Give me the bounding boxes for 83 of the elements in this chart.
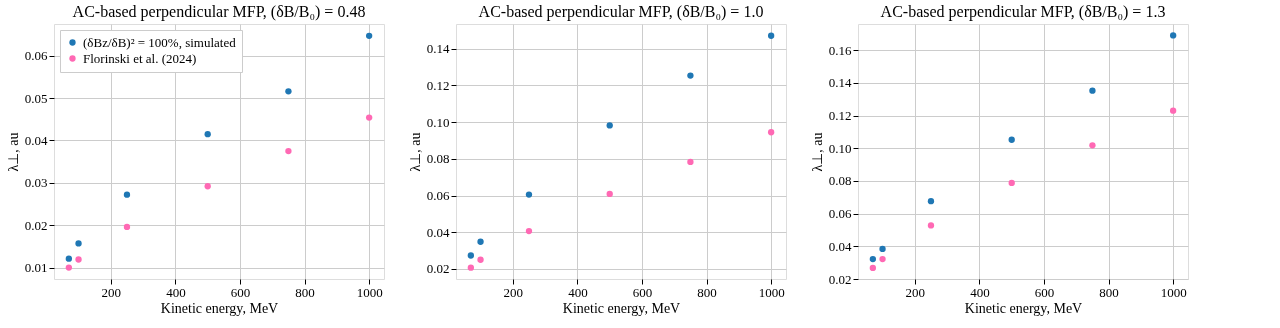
y-tick-label: 0.06 bbox=[828, 206, 852, 222]
x-tick-label: 1000 bbox=[356, 284, 383, 300]
x-tick-label: 600 bbox=[632, 284, 653, 300]
point bbox=[606, 190, 613, 198]
point bbox=[1089, 142, 1096, 149]
point bbox=[365, 32, 373, 40]
point bbox=[879, 255, 886, 263]
x-tick-label: 600 bbox=[230, 284, 251, 300]
point bbox=[767, 32, 775, 39]
point bbox=[204, 183, 211, 190]
point bbox=[687, 158, 694, 166]
point bbox=[477, 256, 484, 263]
point bbox=[477, 238, 484, 245]
chart-title: AC-based perpendicular MFP, (δB/B₀) = 1.3 bbox=[880, 3, 1166, 21]
y-axis-title: λ⊥, au bbox=[407, 132, 423, 172]
point bbox=[204, 130, 211, 138]
point bbox=[767, 129, 775, 136]
point bbox=[879, 245, 886, 253]
y-tick-label: 0.04 bbox=[24, 132, 48, 148]
x-axis-title: Kinetic energy, MeV bbox=[562, 300, 681, 316]
y-tick-label: 0.04 bbox=[426, 224, 450, 240]
point bbox=[927, 222, 935, 229]
y-tick-label: 0.06 bbox=[24, 48, 48, 64]
chart-title: AC-based perpendicular MFP, (δB/B₀) = 1.0 bbox=[478, 3, 764, 21]
legend-label: Florinski et al. (2024) bbox=[83, 50, 197, 66]
x-tick-label: 800 bbox=[295, 284, 315, 300]
point bbox=[467, 252, 475, 259]
point bbox=[869, 264, 877, 272]
x-tick-label: 400 bbox=[166, 284, 186, 300]
y-tick-label: 0.10 bbox=[426, 114, 450, 130]
y-tick-label: 0.06 bbox=[426, 188, 450, 204]
y-tick-label: 0.14 bbox=[828, 75, 852, 91]
point bbox=[123, 223, 131, 231]
point bbox=[65, 264, 73, 271]
point bbox=[525, 191, 533, 198]
point bbox=[606, 122, 613, 129]
y-tick-label: 0.02 bbox=[828, 271, 852, 287]
y-axis-title: λ⊥, au bbox=[809, 132, 825, 172]
x-tick-label: 800 bbox=[1099, 284, 1119, 300]
point bbox=[1008, 179, 1015, 187]
y-tick-label: 0.14 bbox=[426, 41, 450, 57]
point bbox=[1008, 136, 1015, 143]
y-axis-title: λ⊥, au bbox=[5, 132, 21, 172]
x-tick-label: 1000 bbox=[758, 284, 785, 300]
y-tick-label: 0.02 bbox=[426, 261, 450, 277]
point bbox=[65, 255, 73, 262]
y-tick-label: 0.08 bbox=[426, 151, 450, 167]
point bbox=[365, 114, 373, 121]
point bbox=[687, 72, 694, 79]
x-tick-label: 1000 bbox=[1160, 284, 1187, 300]
y-tick-label: 0.10 bbox=[828, 140, 852, 156]
point bbox=[285, 147, 292, 155]
point bbox=[927, 198, 935, 205]
point bbox=[75, 256, 82, 263]
legend-label: (δBz/δB)² = 100%, simulated bbox=[83, 34, 237, 50]
point bbox=[1169, 32, 1177, 39]
x-tick-label: 200 bbox=[905, 284, 926, 300]
x-axis-title: Kinetic energy, MeV bbox=[964, 300, 1083, 316]
y-tick-label: 0.05 bbox=[24, 90, 48, 106]
y-tick-label: 0.16 bbox=[828, 42, 852, 58]
x-tick-label: 400 bbox=[568, 284, 588, 300]
point bbox=[869, 255, 877, 263]
x-tick-label: 200 bbox=[101, 284, 122, 300]
y-tick-label: 0.12 bbox=[828, 108, 852, 124]
point bbox=[1169, 107, 1177, 114]
point bbox=[123, 191, 131, 198]
x-tick-label: 400 bbox=[970, 284, 990, 300]
point bbox=[467, 264, 475, 271]
point bbox=[285, 88, 292, 95]
x-tick-label: 800 bbox=[697, 284, 717, 300]
point bbox=[525, 227, 533, 235]
y-tick-label: 0.01 bbox=[24, 260, 48, 276]
chart-title: AC-based perpendicular MFP, (δB/B₀) = 0.48 bbox=[72, 3, 366, 21]
y-tick-label: 0.03 bbox=[24, 175, 48, 191]
point bbox=[1089, 87, 1096, 94]
x-axis-title: Kinetic energy, MeV bbox=[160, 300, 279, 316]
point bbox=[75, 240, 82, 247]
x-tick-label: 200 bbox=[503, 284, 524, 300]
x-tick-label: 600 bbox=[1034, 284, 1055, 300]
y-tick-label: 0.08 bbox=[828, 173, 852, 189]
y-tick-label: 0.04 bbox=[828, 238, 852, 254]
y-tick-label: 0.12 bbox=[426, 77, 450, 93]
y-tick-label: 0.02 bbox=[24, 217, 48, 233]
